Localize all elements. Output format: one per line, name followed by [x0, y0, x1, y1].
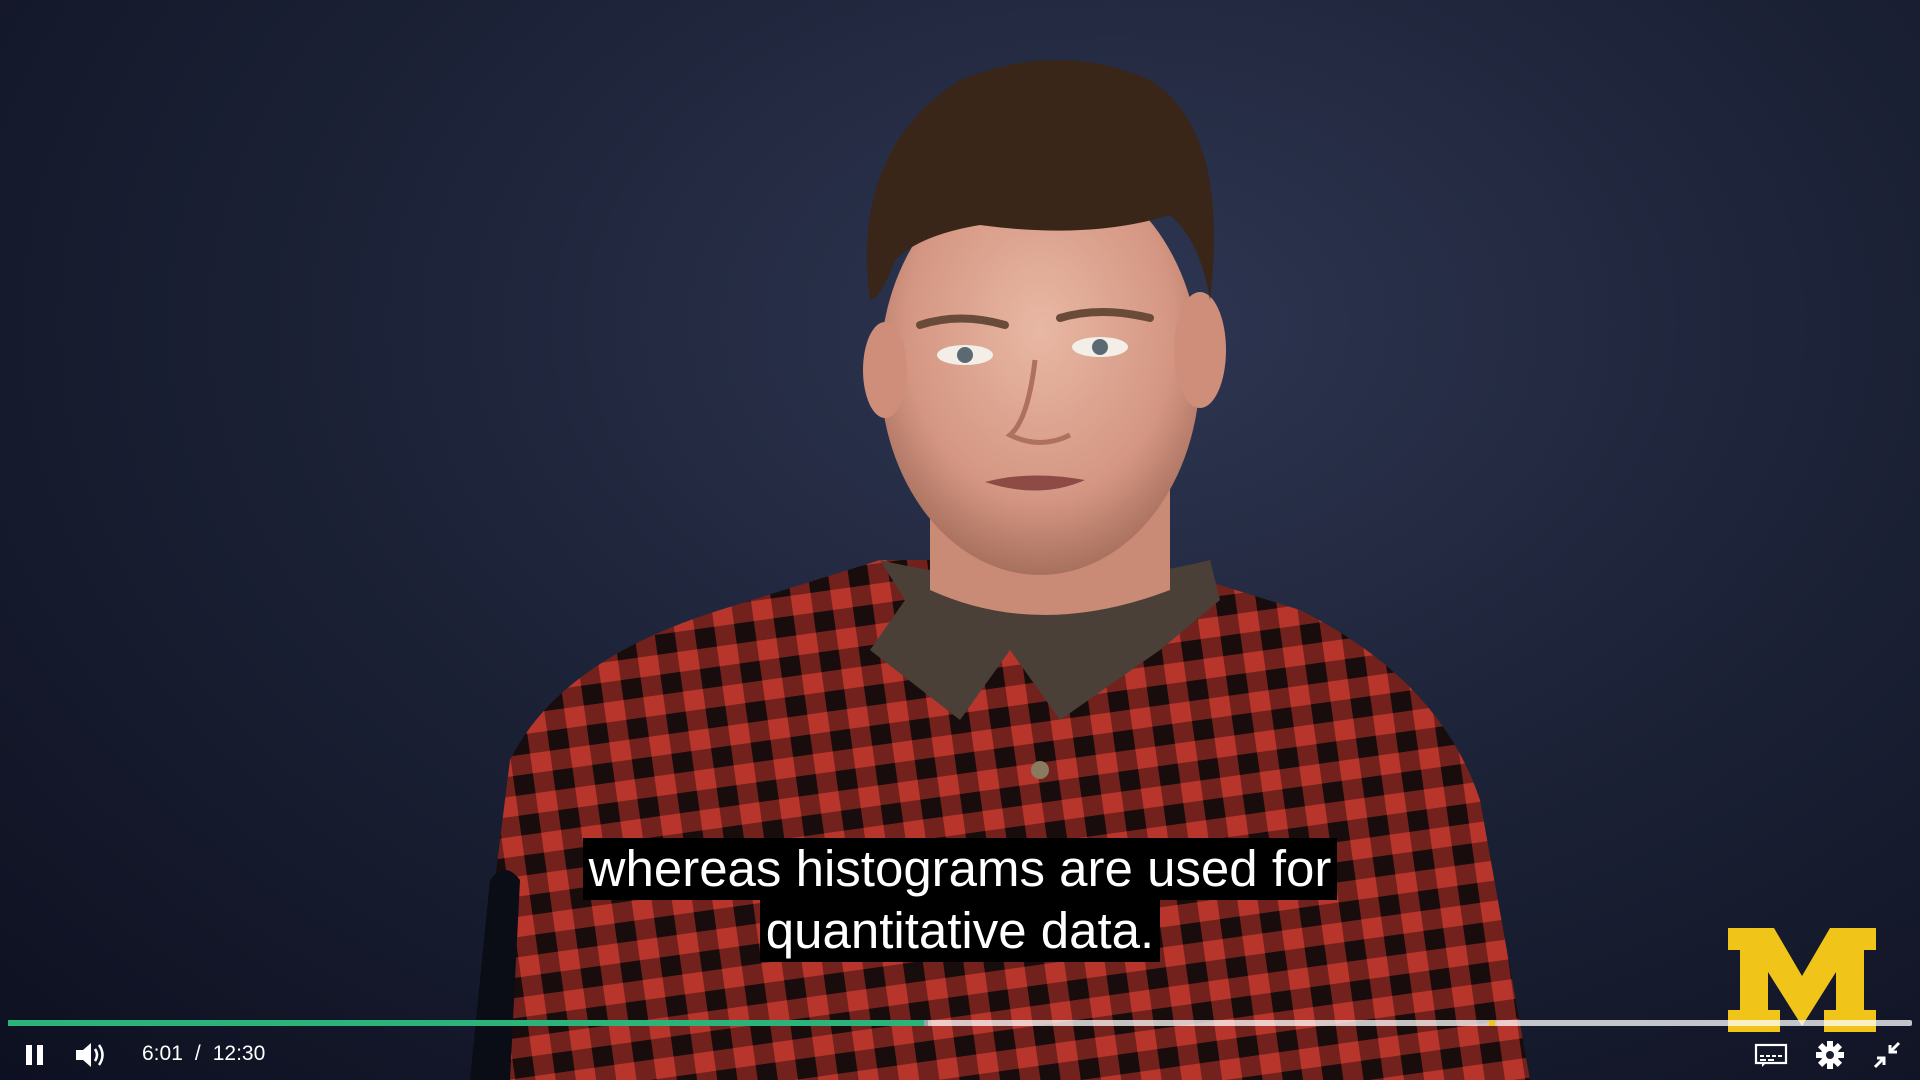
captions-icon — [1754, 1043, 1788, 1067]
pause-icon — [26, 1045, 43, 1065]
volume-icon — [76, 1043, 104, 1067]
gear-icon — [1816, 1041, 1844, 1069]
exit-fullscreen-icon — [1873, 1041, 1901, 1069]
control-bar — [0, 1030, 1920, 1080]
university-logo — [1728, 928, 1876, 1032]
chapter-marker[interactable] — [1489, 1020, 1496, 1026]
caption-line-1: whereas histograms are used for — [582, 838, 1338, 900]
progress-bar[interactable] — [8, 1020, 1912, 1026]
captions-button[interactable] — [1752, 1038, 1790, 1072]
settings-button[interactable] — [1812, 1038, 1848, 1072]
current-time: 6:01 — [142, 1042, 183, 1065]
duration: 12:30 — [212, 1042, 266, 1065]
play-pause-button[interactable] — [20, 1038, 50, 1072]
progress-played — [8, 1020, 924, 1026]
time-display: 6:01 / 12:30 — [142, 1042, 265, 1066]
fullscreen-button[interactable] — [1870, 1038, 1904, 1072]
caption-area: whereas histograms are used for quantita… — [0, 838, 1920, 962]
time-separator: / — [194, 1042, 201, 1065]
volume-button[interactable] — [72, 1038, 110, 1072]
caption-line-2: quantitative data. — [759, 900, 1161, 962]
